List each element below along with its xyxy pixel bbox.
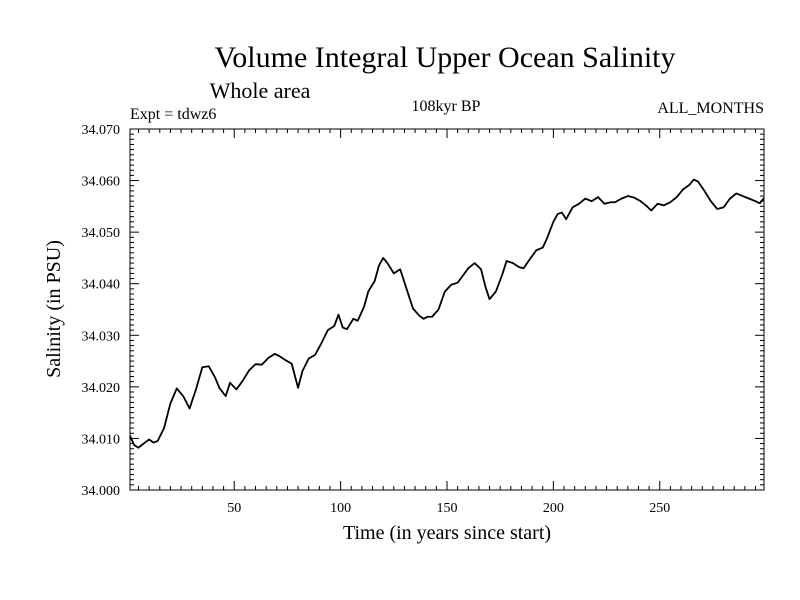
salinity-series-line <box>129 178 765 449</box>
y-tick-label: 34.000 <box>82 484 121 499</box>
annotation-experiment: Expt = tdwz6 <box>130 106 216 123</box>
y-tick-label: 34.050 <box>82 226 121 241</box>
x-axis-label: Time (in years since start) <box>343 522 551 544</box>
x-tick-label: 150 <box>437 501 458 516</box>
chart-title: Volume Integral Upper Ocean Salinity <box>215 41 676 74</box>
annotation-months: ALL_MONTHS <box>657 100 764 117</box>
annotation-period: 108kyr BP <box>412 98 481 115</box>
x-tick-label: 100 <box>330 501 351 516</box>
y-axis-label: Salinity (in PSU) <box>43 240 65 378</box>
y-tick-label: 34.060 <box>82 175 121 190</box>
x-tick-label: 50 <box>227 501 241 516</box>
y-tick-label: 34.010 <box>82 432 121 447</box>
y-tick-label: 34.070 <box>82 123 121 138</box>
y-tick-label: 34.020 <box>82 381 121 396</box>
y-tick-label: 34.030 <box>82 329 121 344</box>
plot-frame <box>129 128 765 491</box>
y-tick-labels: 34.000 34.010 34.020 34.030 34.040 34.050 34.0… <box>82 123 121 499</box>
x-tick-labels: 50 100 150 200 250 <box>227 501 670 516</box>
chart-subtitle: Whole area <box>210 78 311 103</box>
x-tick-label: 250 <box>649 501 670 516</box>
x-tick-label: 200 <box>543 501 564 516</box>
axis-ticks <box>130 129 764 490</box>
y-tick-label: 34.040 <box>82 278 121 293</box>
